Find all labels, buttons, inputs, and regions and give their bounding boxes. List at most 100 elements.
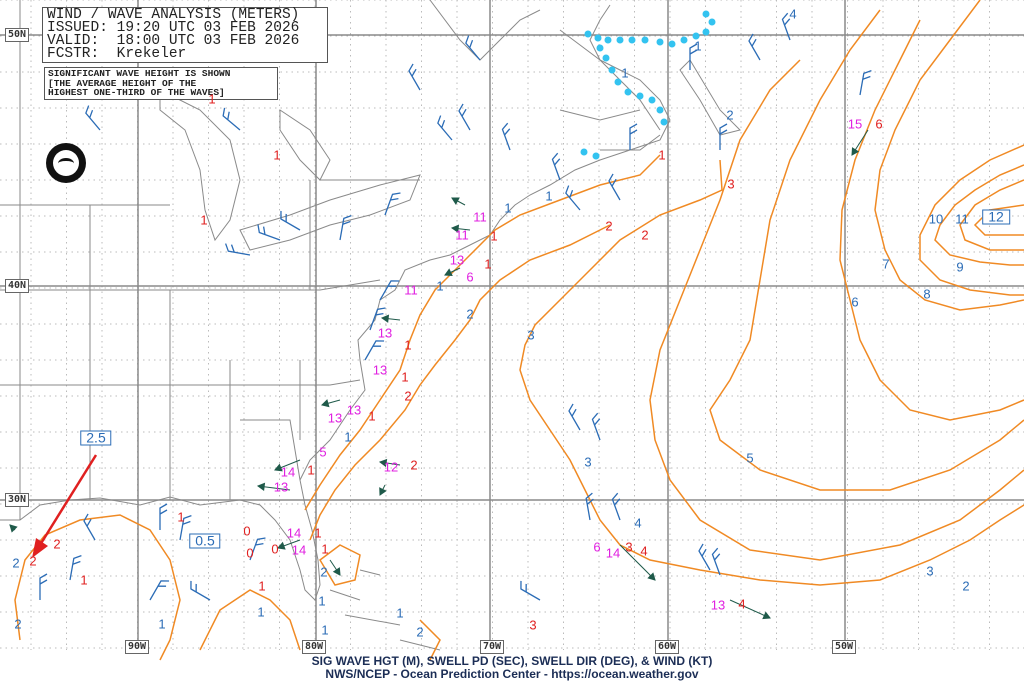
wave-height-value: 4 [738, 596, 746, 612]
contour-label: 1 [257, 604, 265, 620]
wave-height-value: 6 [875, 116, 883, 132]
wave-height-value: 0 [271, 541, 279, 557]
swell-period-value: 6 [466, 269, 474, 285]
wave-height-value: 2 [605, 218, 613, 234]
swell-arrowhead-icon [332, 567, 341, 576]
contour-label: 4 [789, 6, 797, 22]
contour-label: 1 [621, 65, 629, 81]
boxed-wave-height: 2.5 [80, 430, 112, 446]
wind-barb [159, 503, 168, 530]
contour-label: 3 [527, 327, 535, 343]
wave-height-value: 4 [640, 543, 648, 559]
swell-period-value: 12 [383, 459, 399, 475]
wave-height-value: 0 [243, 523, 251, 539]
wind-barb [565, 185, 581, 211]
wind-barb [711, 547, 721, 576]
wind-barb [179, 514, 192, 541]
wind-barb [629, 123, 638, 150]
wave-height-value: 1 [490, 228, 498, 244]
wind-barb [859, 69, 872, 96]
wind-barb [249, 537, 266, 561]
wind-barb [339, 214, 352, 241]
footer-credit: NWS/NCEP - Ocean Prediction Center - htt… [325, 667, 699, 681]
wind-barb [224, 243, 251, 256]
swell-period-value: 13 [710, 597, 726, 613]
contour-label: 10 [928, 211, 944, 227]
contour-label: 2 [320, 564, 328, 580]
state-borders [0, 0, 420, 520]
canada-coast [429, 0, 741, 151]
contour-label: 9 [956, 259, 964, 275]
wave-height-value: 1 [208, 91, 216, 107]
swell-arrow [619, 544, 656, 581]
contour-9 [934, 164, 1024, 266]
wave-height-value: 2 [53, 536, 61, 552]
swell-period-value: 13 [346, 402, 362, 418]
wave-height-value: 1 [200, 212, 208, 228]
wave-height-value: 1 [484, 256, 492, 272]
contour-label: 1 [318, 593, 326, 609]
wind-barb [190, 580, 211, 601]
wave-height-value: 1 [368, 408, 376, 424]
wind-barb [611, 492, 621, 521]
wave-height-value: 2 [641, 227, 649, 243]
contour-label: 7 [882, 256, 890, 272]
contour-1 [304, 154, 661, 511]
contour-label: 1 [545, 188, 553, 204]
swell-period-value: 13 [327, 410, 343, 426]
swell-arrowhead-icon [379, 487, 387, 496]
wave-height-value: 1 [401, 369, 409, 385]
contour-label: 1 [344, 429, 352, 445]
contour-label: 1 [504, 200, 512, 216]
contour-10 [959, 179, 1024, 251]
contour-label: 5 [746, 450, 754, 466]
wave-height-contours [14, 0, 1024, 661]
swell-arrowhead-icon [851, 147, 860, 156]
wave-height-value: 1 [314, 525, 322, 541]
contour-8 [919, 144, 1024, 296]
boxed-wave-height: 12 [982, 209, 1010, 225]
swell-period-value: 13 [449, 252, 465, 268]
chart-title: WIND / WAVE ANALYSIS (METERS) [47, 7, 300, 23]
wind-barb [748, 33, 761, 61]
wind-barb [85, 105, 101, 131]
bahamas-contour [319, 544, 441, 661]
contour-4 [649, 59, 1024, 561]
contour-label: 2 [14, 616, 22, 632]
contour-label: 4 [634, 515, 642, 531]
contour-label: 3 [584, 454, 592, 470]
wave-height-value: 1 [177, 509, 185, 525]
wind-barb [222, 107, 241, 131]
lat-label-50n: 50N [5, 28, 30, 42]
coastlines-borders [0, 0, 741, 651]
contour-label: 1 [158, 616, 166, 632]
swell-arrowhead-icon [380, 314, 390, 323]
wind-barb [39, 573, 48, 600]
contour-label: 2 [12, 555, 20, 571]
contour-label: 2 [962, 578, 970, 594]
swell-period-value: 11 [404, 282, 418, 298]
wind-barb [719, 123, 728, 150]
valid-time: VALID: 18:00 UTC 03 FEB 2026 [47, 33, 300, 49]
swell-arrow [729, 599, 771, 619]
lon-label-90w: 90W [125, 640, 150, 654]
note-line: HIGHEST ONE-THIRD OF THE WAVES] [48, 87, 225, 98]
swell-period-value: 14 [605, 545, 621, 561]
wind-barb [608, 173, 621, 201]
caribbean-islands [329, 569, 441, 651]
wave-height-value: 1 [80, 572, 88, 588]
wave-height-value: 2 [404, 388, 412, 404]
contour-6 [839, 19, 1024, 421]
lat-label-40n: 40N [5, 279, 30, 293]
swell-period-value: 5 [319, 444, 327, 460]
wind-barb [501, 122, 511, 151]
swell-period-value: 13 [377, 325, 393, 341]
us-east-coastline [0, 4, 671, 601]
footer-legend: SIG WAVE HGT (M), SWELL PD (SEC), SWELL … [311, 654, 713, 668]
swell-arrowhead-icon [274, 463, 283, 472]
swell-period-value: 14 [291, 542, 307, 558]
swell-period-value: 14 [280, 464, 296, 480]
wave-height-value: 1 [321, 541, 329, 557]
swell-period-value: 13 [273, 479, 289, 495]
